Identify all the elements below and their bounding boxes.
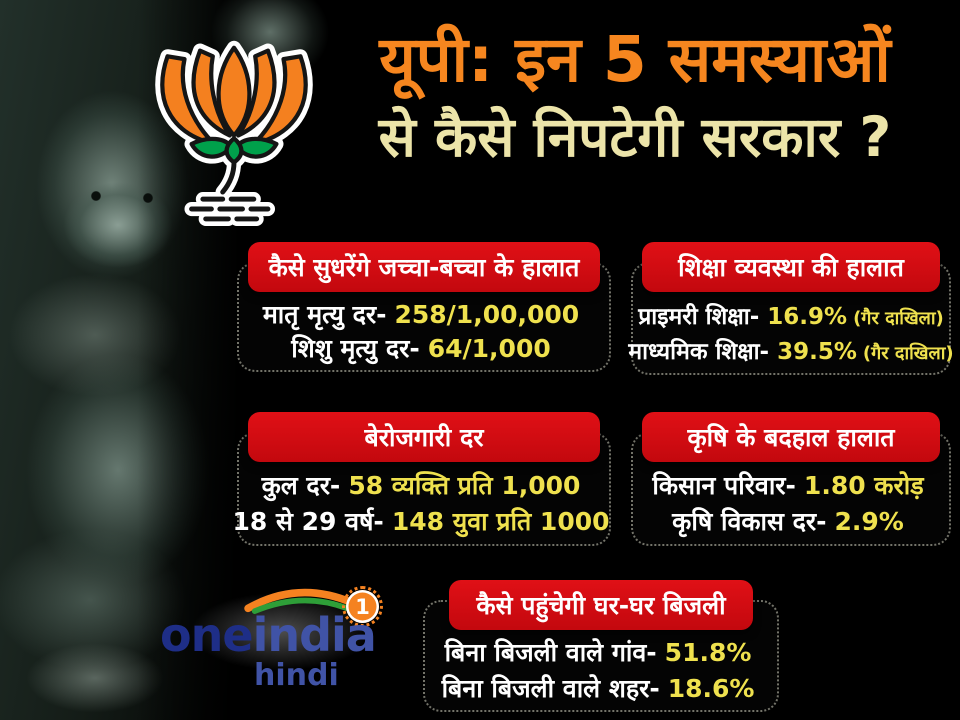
card-body: कुल दर- 58 व्यक्ति प्रति 1,000 18 से 29 व… bbox=[232, 466, 609, 540]
brand-one: one bbox=[160, 608, 254, 662]
card-body: किसान परिवार- 1.80 करोड़ कृषि विकास दर- 2.… bbox=[638, 466, 944, 540]
stat-label: प्राइमरी शिक्षा- bbox=[638, 304, 760, 330]
stat-value: 58 व्यक्ति प्रति 1,000 bbox=[348, 471, 581, 500]
stat-note: (गैर दाखिला) bbox=[853, 308, 944, 329]
stat-label: 18 से 29 वर्ष- bbox=[232, 507, 384, 536]
stat-line: 18 से 29 वर्ष- 148 युवा प्रति 1000 bbox=[232, 504, 615, 538]
brand-wordmark: oneindia bbox=[160, 608, 377, 662]
stat-label: शिशु मृत्यु दर- bbox=[291, 334, 420, 364]
stat-value: 1.80 करोड़ bbox=[803, 471, 924, 500]
stat-label: मातृ मृत्यु दर- bbox=[262, 299, 387, 329]
stat-line: शिशु मृत्यु दर- 64/1,000 bbox=[291, 331, 556, 365]
card-header: कैसे पहुंचेगी घर-घर बिजली bbox=[449, 580, 753, 630]
stat-label: बिना बिजली वाले गांव- bbox=[444, 638, 657, 668]
card-body: बिना बिजली वाले गांव- 51.8% बिना बिजली वा… bbox=[430, 634, 772, 706]
stat-label: बिना बिजली वाले शहर- bbox=[441, 673, 660, 703]
stat-value: 2.9% bbox=[834, 507, 904, 536]
info-card-education: शिक्षा व्यवस्था की हालात प्राइमरी शिक्षा… bbox=[628, 242, 954, 375]
stat-line: बिना बिजली वाले शहर- 18.6% bbox=[442, 671, 761, 705]
card-header: कैसे सुधरेंगे जच्चा-बच्चा के हालात bbox=[248, 242, 600, 292]
card-body: प्राइमरी शिक्षा- 16.9% (गैर दाखिला) माध्यम… bbox=[628, 296, 953, 369]
title-line-2: से कैसे निपटेगी सरकार ? bbox=[378, 105, 892, 170]
oneindia-logo: 1 oneindia hindi bbox=[156, 578, 406, 708]
stat-note: (गैर दाखिला) bbox=[862, 343, 954, 364]
stat-line: प्राइमरी शिक्षा- 16.9% (गैर दाखिला) bbox=[638, 299, 944, 331]
poster-title: यूपी: इन 5 समस्याओं से कैसे निपटेगी सरका… bbox=[316, 16, 954, 170]
stat-line: किसान परिवार- 1.80 करोड़ bbox=[652, 468, 929, 502]
card-header: कृषि के बदहाल हालात bbox=[642, 412, 940, 462]
stat-line: कुल दर- 58 व्यक्ति प्रति 1,000 bbox=[262, 468, 587, 502]
stat-line: माध्यमिक शिक्षा- 39.5% (गैर दाखिला) bbox=[628, 334, 953, 366]
info-card-unemployment: बेरोजगारी दर कुल दर- 58 व्यक्ति प्रति 1,0… bbox=[232, 412, 611, 546]
stat-value: 64/1,000 bbox=[427, 334, 551, 364]
brand-hindi: hindi bbox=[254, 658, 339, 693]
stat-value: 51.8% bbox=[664, 638, 752, 668]
stat-label: कुल दर- bbox=[261, 471, 341, 500]
stat-value: 18.6% bbox=[667, 673, 755, 703]
stat-value: 148 युवा प्रति 1000 bbox=[391, 507, 610, 536]
card-body: मातृ मृत्यु दर- 258/1,00,000 शिशु मृत्यु … bbox=[244, 296, 604, 366]
stat-line: मातृ मृत्यु दर- 258/1,00,000 bbox=[263, 297, 585, 331]
stat-line: बिना बिजली वाले गांव- 51.8% bbox=[445, 635, 758, 669]
stat-value: 39.5% bbox=[777, 339, 857, 365]
bjp-lotus-icon bbox=[155, 40, 313, 226]
one-badge-icon: 1 bbox=[342, 586, 383, 627]
title-line-1: यूपी: इन 5 समस्याओं bbox=[379, 23, 891, 96]
flag-arcs-icon bbox=[244, 588, 356, 614]
stat-line: कृषि विकास दर- 2.9% bbox=[672, 504, 910, 538]
info-card-maternal-child: कैसे सुधरेंगे जच्चा-बच्चा के हालात मातृ … bbox=[237, 242, 611, 372]
info-card-electricity: कैसे पहुंचेगी घर-घर बिजली बिना बिजली वाल… bbox=[423, 580, 779, 712]
stat-label: किसान परिवार- bbox=[652, 471, 796, 500]
info-card-agriculture: कृषि के बदहाल हालात किसान परिवार- 1.80 कर… bbox=[631, 412, 951, 546]
brand-india: india bbox=[252, 608, 377, 662]
card-header: शिक्षा व्यवस्था की हालात bbox=[642, 242, 940, 292]
stat-label: कृषि विकास दर- bbox=[672, 507, 827, 536]
stat-value: 16.9% bbox=[767, 304, 848, 330]
stat-label: माध्यमिक शिक्षा- bbox=[628, 339, 770, 365]
stat-value: 258/1,00,000 bbox=[394, 299, 580, 329]
card-header: बेरोजगारी दर bbox=[248, 412, 600, 462]
